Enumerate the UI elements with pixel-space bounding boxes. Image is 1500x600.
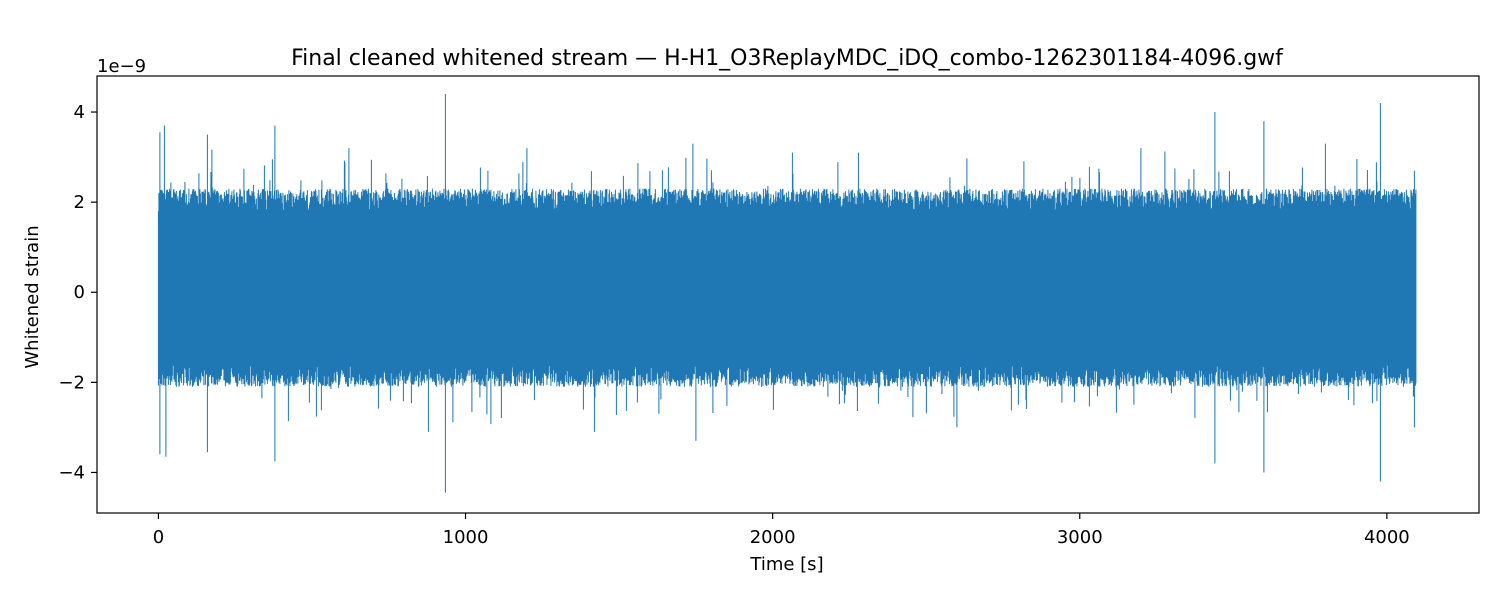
x-tick-label: 0 — [153, 527, 164, 548]
x-tick-label: 2000 — [750, 527, 796, 548]
series-line — [157, 94, 1417, 493]
y-offset-label: 1e−9 — [97, 56, 146, 77]
y-tick-label: −2 — [58, 372, 85, 393]
y-tick-label: 4 — [74, 102, 85, 123]
y-tick-label: 2 — [74, 192, 85, 213]
y-axis-label: Whitened strain — [22, 225, 43, 368]
plot-area — [157, 94, 1417, 493]
x-tick-label: 1000 — [443, 527, 489, 548]
chart-title: Final cleaned whitened stream — H-H1_O3R… — [291, 46, 1284, 71]
x-tick-label: 4000 — [1364, 527, 1410, 548]
axes-frame — [96, 75, 1480, 514]
y-tick-label: 0 — [74, 282, 85, 303]
x-axis: 0 1000 2000 3000 4000 — [153, 513, 1410, 548]
x-axis-label: Time [s] — [749, 554, 823, 575]
x-tick-label: 3000 — [1057, 527, 1103, 548]
y-tick-label: −4 — [58, 462, 85, 483]
y-axis: −4 −2 0 2 4 — [58, 102, 97, 483]
